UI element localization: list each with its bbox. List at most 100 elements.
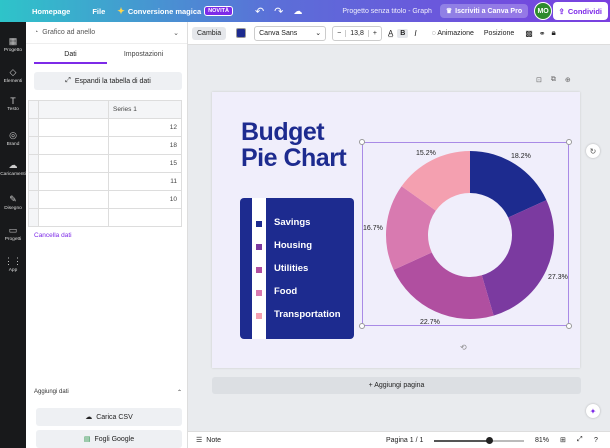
canva-pro-button[interactable]: ♛ Iscriviti a Canva Pro [439, 4, 529, 18]
grid-view-icon[interactable]: ⊞ [560, 437, 566, 444]
rail-item-text[interactable]: T Testo [0, 96, 26, 112]
legend-label-utilities: Utilities [274, 263, 309, 274]
rail-item-project[interactable]: ▦ Progetto [0, 36, 26, 53]
donut-chart-selection[interactable]: 18.2% 27.3% 22.7% 16.7% 15.2% [359, 139, 572, 329]
page-actions: ⊡ ⧉ ⊕ [536, 76, 571, 84]
table-row: 15 [28, 154, 182, 173]
chart-type-selector[interactable]: ◔ Grafico ad anello ⌄ [26, 22, 187, 44]
rail-item-elements[interactable]: ◇ Elementi [0, 67, 26, 84]
value-cell[interactable]: 10 [108, 190, 182, 209]
donut-slice-transportation[interactable] [401, 151, 470, 211]
share-button[interactable]: ⇪ Condividi [552, 2, 608, 20]
label-cell[interactable] [38, 154, 109, 173]
magic-switch-button[interactable]: ✦ Conversione magica NOVITÀ [117, 6, 233, 17]
header-cell-series[interactable]: Series 1 [108, 100, 182, 119]
tab-settings[interactable]: Impostazioni [123, 51, 164, 58]
undo-icon[interactable]: ↶ [254, 5, 265, 18]
label-cell[interactable] [38, 118, 109, 137]
rail-item-projects[interactable]: ▭ Progetti [0, 225, 26, 242]
increase-size-button[interactable]: + [372, 29, 377, 37]
value-cell[interactable]: 12 [108, 118, 182, 137]
title-line-1: Budget [241, 118, 325, 146]
google-sheets-button[interactable]: ▤ Fogli Google [36, 430, 182, 448]
homepage-link[interactable]: Homepage [32, 6, 71, 16]
animation-button[interactable]: ◌ Animazione [427, 27, 479, 40]
help-icon[interactable]: ? [594, 436, 598, 444]
resize-handle-br[interactable] [566, 323, 572, 329]
rail-item-apps[interactable]: ⋮⋮ App [0, 256, 26, 273]
font-size-stepper[interactable]: − 13,8 + [332, 25, 382, 41]
value-cell[interactable]: 18 [108, 136, 182, 155]
legend-box[interactable]: Savings Housing Utilities Food Transport… [240, 198, 354, 339]
chevron-down-icon: ⌄ [173, 29, 179, 37]
change-chart-button[interactable]: Cambia [192, 26, 227, 40]
rail-item-brand[interactable]: ◎ Brand [0, 130, 26, 147]
font-selector[interactable]: Canva Sans ⌄ [254, 25, 327, 41]
resize-handle-bl[interactable] [359, 323, 365, 329]
row-header-cell [28, 190, 39, 209]
link-icon[interactable]: ⚭ [538, 28, 546, 38]
row-header-cell [28, 100, 39, 119]
header-cell[interactable] [38, 100, 109, 119]
value-cell[interactable]: 11 [108, 172, 182, 191]
donut-chart[interactable] [363, 143, 570, 327]
design-page[interactable]: Budget Pie Chart Savings Housing Utiliti… [212, 92, 580, 368]
text-color-icon[interactable]: A̲ [387, 28, 394, 38]
upload-csv-button[interactable]: ☁ Carica CSV [36, 408, 182, 426]
zoom-level[interactable]: 81% [535, 436, 550, 444]
duplicate-page-icon[interactable]: ⧉ [550, 76, 556, 83]
color-swatch[interactable] [236, 28, 247, 38]
italic-button[interactable]: I [414, 28, 417, 38]
resize-handle-tl[interactable] [359, 139, 365, 145]
label-cell[interactable] [38, 208, 109, 227]
magic-assistant-icon[interactable]: ✦ [586, 404, 600, 418]
label-cell[interactable] [38, 136, 109, 155]
add-page-icon[interactable]: ⊕ [564, 77, 571, 84]
rail-label: Brand [6, 142, 20, 147]
decrease-size-button[interactable]: − [337, 29, 342, 37]
resize-handle-tr[interactable] [566, 139, 572, 145]
brand-icon: ◎ [9, 130, 17, 140]
lock-icon[interactable]: 🔒︎ [551, 28, 556, 37]
add-data-section[interactable]: Aggiungi dati ⌃ [34, 389, 182, 396]
page-indicator[interactable]: Pagina 1 / 1 [386, 436, 424, 444]
fullscreen-icon[interactable]: ⤢ [577, 436, 583, 443]
lock-page-icon[interactable]: ⊡ [536, 77, 542, 84]
refresh-icon[interactable]: ↻ [586, 144, 600, 158]
redo-icon[interactable]: ↷ [274, 5, 284, 18]
donut-slice-savings[interactable] [470, 151, 547, 218]
donut-slice-food[interactable] [386, 186, 436, 270]
upload-icon: ☁ [8, 160, 18, 170]
page-title[interactable]: Budget Pie Chart [241, 118, 347, 171]
zoom-slider-knob[interactable] [486, 437, 494, 444]
tab-data[interactable]: Dati [34, 48, 107, 64]
pct-label-food: 16.7% [363, 225, 383, 232]
bold-button[interactable]: B [397, 28, 409, 38]
cloud-upload-icon: ☁ [85, 414, 93, 421]
notes-icon[interactable]: ☰ [196, 437, 203, 444]
notes-button[interactable]: Note [206, 436, 222, 444]
clear-data-link[interactable]: Cancella dati [34, 232, 72, 239]
pct-label-savings: 18.2% [511, 153, 531, 160]
cloud-sync-icon[interactable]: ☁ [293, 5, 303, 16]
add-page-button[interactable]: + Aggiungi pagina [212, 377, 581, 394]
rail-item-uploads[interactable]: ☁ Caricamenti [0, 160, 26, 177]
row-header-cell [28, 208, 39, 227]
expand-table-button[interactable]: ⤢ Espandi la tabella di dati [34, 72, 182, 90]
font-size-value[interactable]: 13,8 [345, 29, 369, 37]
donut-slice-housing[interactable] [481, 200, 554, 316]
rotate-handle-icon[interactable]: ⟲ [460, 343, 467, 352]
position-button[interactable]: Posizione [483, 29, 515, 37]
document-title[interactable]: Progetto senza titolo - Graph [342, 7, 432, 15]
avatar[interactable]: MO [534, 2, 553, 20]
transparency-icon[interactable]: ▩ [525, 28, 533, 38]
table-row [28, 208, 182, 227]
label-cell[interactable] [38, 172, 109, 191]
donut-slice-utilities[interactable] [393, 252, 494, 319]
rail-item-draw[interactable]: ✎ Disegno [0, 194, 26, 211]
label-cell[interactable] [38, 190, 109, 209]
value-cell[interactable]: 15 [108, 154, 182, 173]
value-cell[interactable] [108, 208, 182, 227]
file-menu[interactable]: File [92, 6, 106, 16]
zoom-slider[interactable] [434, 437, 524, 444]
